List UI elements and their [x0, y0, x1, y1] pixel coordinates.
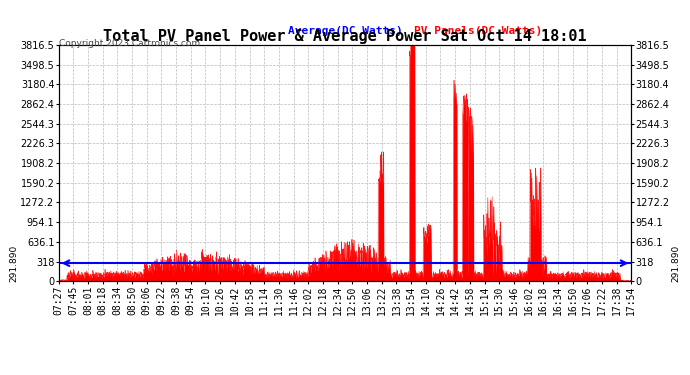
Text: PV Panels(DC Watts): PV Panels(DC Watts) — [414, 26, 542, 36]
Text: Average(DC Watts): Average(DC Watts) — [288, 26, 402, 36]
Text: 291.890: 291.890 — [10, 244, 19, 282]
Text: 291.890: 291.890 — [671, 244, 680, 282]
Title: Total PV Panel Power & Average Power Sat Oct 14 18:01: Total PV Panel Power & Average Power Sat… — [104, 29, 586, 44]
Text: Copyright 2023 Cartronics.com: Copyright 2023 Cartronics.com — [59, 39, 200, 48]
